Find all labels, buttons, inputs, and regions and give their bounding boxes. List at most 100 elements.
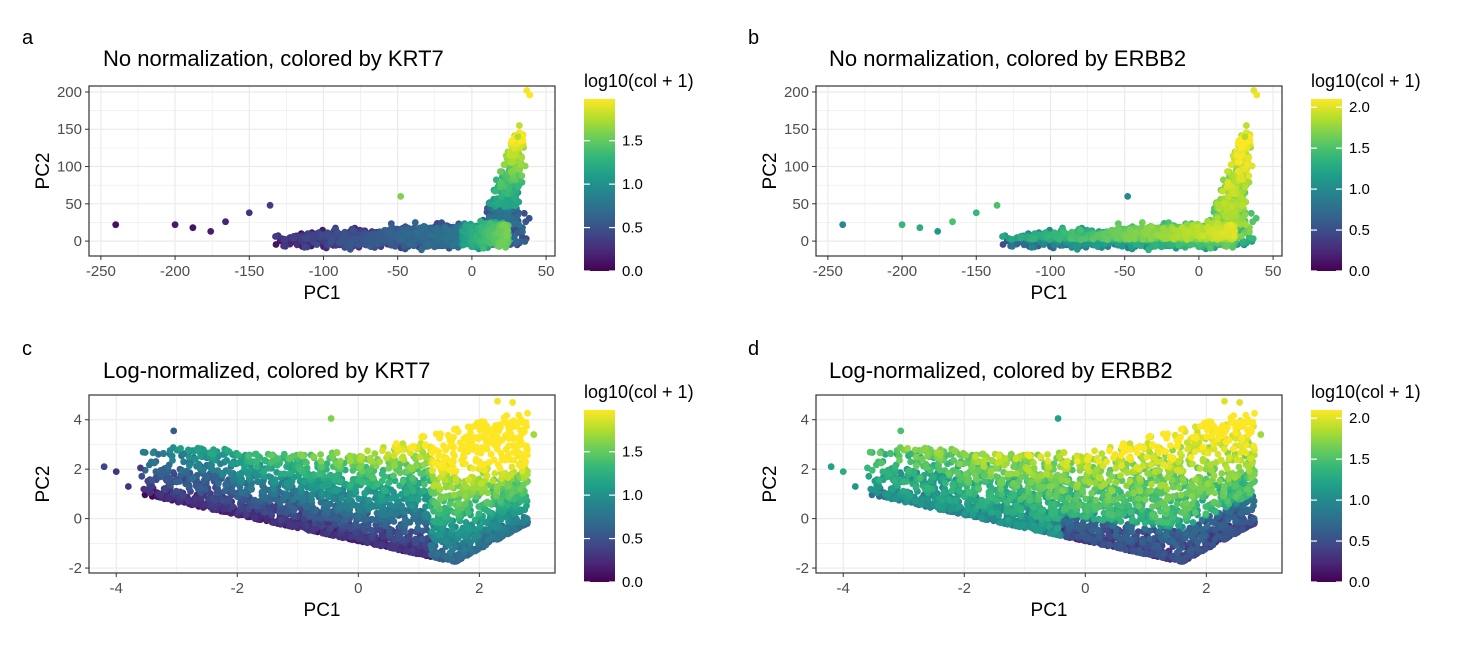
cell-point (412, 535, 420, 543)
cell-point (497, 179, 505, 187)
cell-point (1213, 200, 1221, 208)
x-axis-title: PC1 (304, 283, 341, 304)
cell-point (1218, 230, 1226, 238)
cell-point (340, 234, 348, 242)
cell-point (281, 235, 288, 243)
x-tick-label: 0 (1195, 263, 1203, 280)
cell-point (169, 469, 177, 476)
cell-point (248, 502, 256, 510)
cell-point (1072, 235, 1080, 242)
cell-point (517, 161, 524, 168)
cell-point (1159, 233, 1166, 241)
legend-title: log10(col + 1) (1311, 71, 1421, 91)
cell-point (418, 535, 426, 543)
y-tick-label: 100 (784, 159, 809, 176)
cell-point (493, 199, 501, 207)
cell-point (1159, 225, 1167, 232)
cell-point (157, 492, 165, 499)
cell-point (1148, 223, 1156, 231)
cell-point (1245, 172, 1253, 180)
cell-point (1241, 183, 1249, 191)
cell-point (1158, 243, 1165, 251)
cell-point (378, 541, 386, 549)
cell-point (385, 531, 393, 539)
cell-point (1216, 205, 1223, 213)
legend-colorbar (1311, 99, 1342, 271)
x-tick-label: -100 (1035, 263, 1065, 280)
cell-point (143, 486, 151, 494)
cell-point (364, 521, 372, 529)
x-tick-label: -150 (961, 263, 991, 280)
y-tick-label: 150 (57, 121, 82, 138)
cell-point (349, 226, 357, 234)
x-tick-label: 50 (1265, 263, 1282, 280)
color-legend: log10(col + 1)0.00.51.01.5 (584, 71, 694, 280)
cell-point (333, 229, 341, 237)
cell-point (1245, 154, 1253, 162)
cell-point (1126, 226, 1134, 234)
cell-point (207, 227, 215, 235)
cell-point (1183, 236, 1191, 243)
cell-point (1238, 232, 1245, 240)
cell-point (1223, 243, 1230, 250)
cell-point (1046, 232, 1053, 240)
cell-point (1228, 203, 1235, 210)
cell-point (839, 221, 847, 229)
cell-point (1138, 219, 1146, 226)
cell-point (497, 168, 504, 175)
cell-point (514, 183, 522, 191)
cell-point (1076, 226, 1084, 234)
points-layer (100, 397, 538, 565)
cell-point (319, 232, 326, 240)
cell-point (510, 152, 518, 160)
panel-title: No normalization, colored by KRT7 (103, 46, 444, 71)
cell-point (184, 497, 192, 505)
y-tick-label: 50 (792, 196, 809, 213)
cell-point (1131, 235, 1138, 243)
cell-point (504, 209, 512, 217)
cell-point (1247, 209, 1255, 217)
cell-point (398, 236, 406, 244)
cell-point (292, 521, 300, 529)
cell-point (162, 486, 169, 494)
color-legend: log10(col + 1)0.00.51.01.52.0 (1311, 71, 1421, 280)
cell-point (345, 522, 353, 530)
cell-point (270, 519, 278, 527)
cell-point (282, 242, 289, 250)
y-tick-label: 50 (65, 196, 82, 213)
cell-point (491, 187, 499, 195)
cell-point (1224, 179, 1232, 187)
cell-point (301, 244, 308, 251)
cell-point (309, 525, 317, 533)
cell-point (375, 526, 383, 534)
cell-point (520, 209, 528, 217)
cell-point (1249, 218, 1257, 226)
cell-point (1139, 235, 1147, 243)
cell-point (1239, 202, 1247, 210)
x-axis-title: PC1 (1031, 283, 1068, 304)
legend-tick-label: 1.5 (1349, 140, 1370, 157)
cell-point (112, 221, 120, 229)
points-layer (839, 87, 1261, 254)
cell-point (266, 201, 274, 209)
cell-point (346, 246, 354, 253)
legend-tick-label: 0.0 (622, 263, 643, 280)
cell-point (1237, 220, 1245, 228)
cell-point (501, 203, 508, 210)
cell-point (372, 521, 380, 529)
cell-point (1028, 244, 1035, 251)
cell-point (515, 122, 523, 129)
cell-point (1227, 221, 1234, 229)
legend-tick-label: 1.5 (622, 133, 643, 150)
cell-point (1242, 221, 1250, 229)
cell-point (461, 229, 469, 237)
cell-point (277, 516, 285, 524)
cell-point (225, 497, 233, 505)
cell-point (171, 221, 179, 229)
cell-point (209, 494, 217, 502)
cell-point (399, 226, 407, 234)
cell-point (1214, 214, 1222, 222)
cell-point (213, 489, 221, 497)
cell-point (512, 202, 520, 210)
